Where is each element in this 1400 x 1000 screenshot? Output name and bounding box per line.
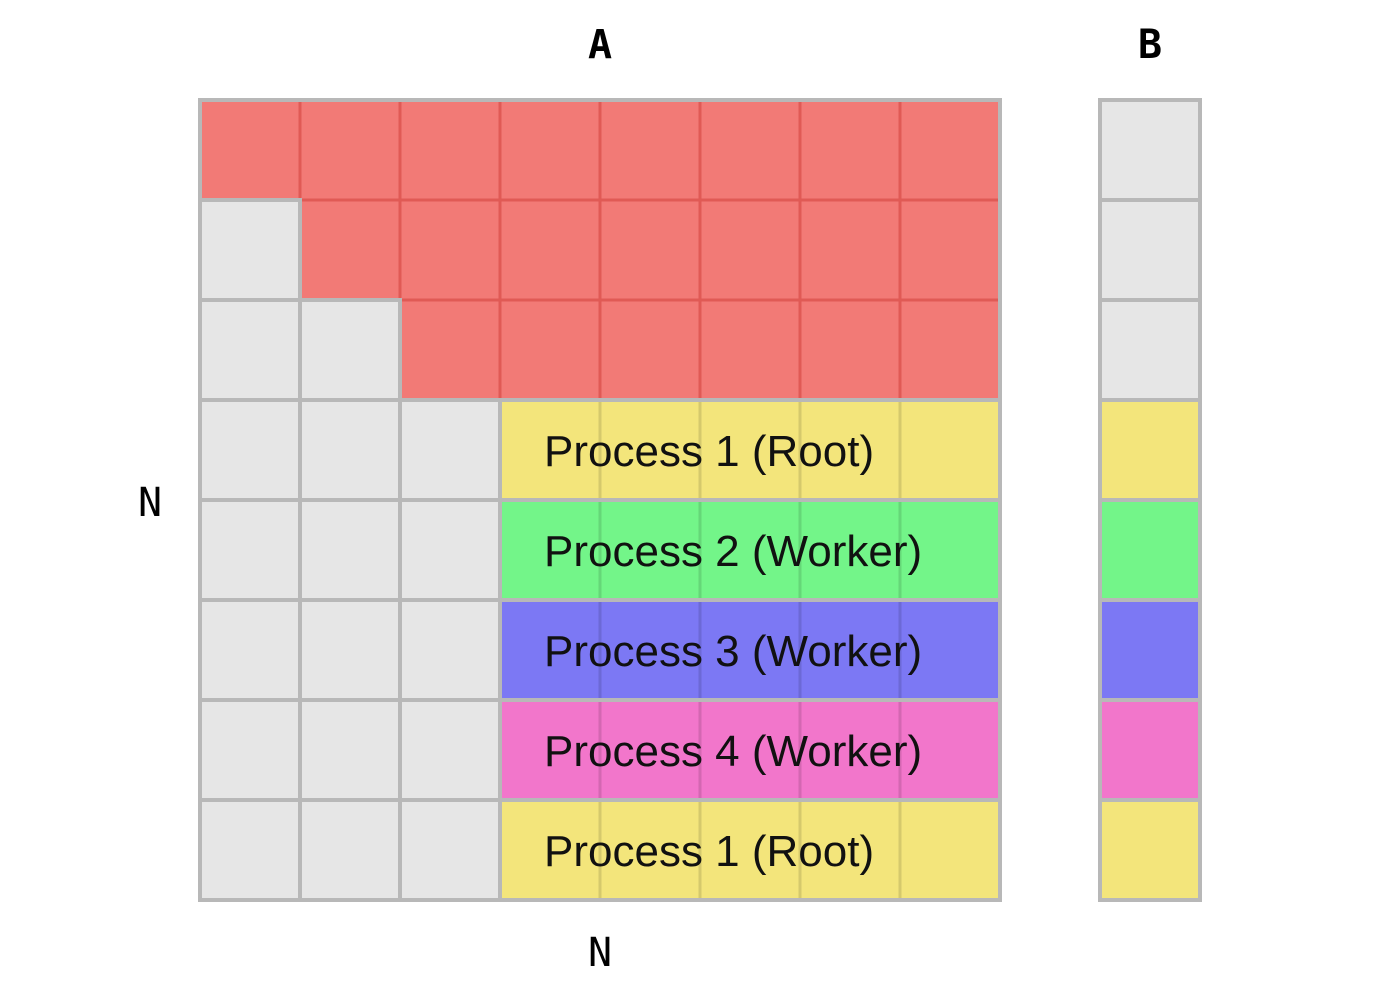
matrix-a-cell: [800, 300, 900, 400]
vector-b-cell: [1098, 398, 1202, 502]
matrix-a-cell: [300, 800, 400, 900]
matrix-a-cell: [900, 100, 1000, 200]
matrix-a-cell: [600, 200, 700, 300]
matrix-a-cell: [300, 200, 400, 300]
process-row-label: Process 1 (Root): [544, 827, 874, 876]
vector-b-cell: [1098, 798, 1202, 902]
matrix-a-cell: [600, 500, 700, 600]
matrix-a-cell: [300, 600, 400, 700]
matrix-a-cell: [800, 800, 900, 900]
process-row-label: Process 2 (Worker): [544, 527, 922, 576]
vector-b-cell: [1098, 698, 1202, 802]
matrix-a-cell: [200, 300, 300, 400]
matrix-a-cell: [200, 100, 300, 200]
matrix-a-cell: [600, 100, 700, 200]
rows-n-label: N: [138, 480, 162, 526]
matrix-a-cell: [600, 800, 700, 900]
matrix-a-cell: [200, 800, 300, 900]
matrix-a-cell: [600, 400, 700, 500]
matrix-a-cell: [700, 700, 800, 800]
matrix-a-cell: [800, 700, 900, 800]
matrix-a-title: A: [588, 22, 612, 68]
matrix-a-cell: [200, 400, 300, 500]
matrix-a-cell: [500, 100, 600, 200]
matrix-a-cell: [900, 200, 1000, 300]
matrix-a-cell: [700, 400, 800, 500]
matrix-a-outline: [198, 98, 1002, 902]
matrix-a-cell: [600, 700, 700, 800]
matrix-a-cell: [700, 300, 800, 400]
process-row-label: Process 4 (Worker): [544, 727, 922, 776]
matrix-a-cell: [300, 400, 400, 500]
matrix-a-cell: [500, 300, 600, 400]
matrix-a-cell: [800, 600, 900, 700]
matrix-a-cell: [700, 500, 800, 600]
matrix-a-cell: [400, 500, 500, 600]
matrix-a-cell: [400, 700, 500, 800]
matrix-a-cell: [800, 400, 900, 500]
matrix-a-cell: [200, 700, 300, 800]
matrix-a-cell: [200, 500, 300, 600]
matrix-a-cell: [400, 300, 500, 400]
matrix-a-cell: [500, 400, 600, 500]
vector-b-cell: [1098, 98, 1202, 202]
matrix-a-cell: [300, 500, 400, 600]
matrix-a-cell: [900, 400, 1000, 500]
matrix-a-cell: [500, 600, 600, 700]
matrix-a-cell: [900, 300, 1000, 400]
matrix-a-cell: [300, 300, 400, 400]
matrix-a-cell: [800, 500, 900, 600]
matrix-a-cell: [400, 100, 500, 200]
matrix-a-cell: [900, 700, 1000, 800]
process-labels: Process 1 (Root) Process 2 (Worker) Proces…: [544, 427, 922, 876]
matrix-a-cell: [300, 700, 400, 800]
matrix-a-cell: [600, 600, 700, 700]
vector-b-cell: [1098, 298, 1202, 402]
matrix-a-cell: [200, 600, 300, 700]
matrix-a-cell: [500, 500, 600, 600]
matrix-a-cell: [500, 700, 600, 800]
matrix-a-cell: [400, 400, 500, 500]
matrix-a-cell: [900, 500, 1000, 600]
matrix-a: [198, 98, 1002, 902]
matrix-a-cell: [700, 200, 800, 300]
matrix-a-cell: [900, 600, 1000, 700]
vector-b-title: B: [1138, 22, 1162, 68]
process-row-label: Process 1 (Root): [544, 427, 874, 476]
vector-b-cell: [1098, 598, 1202, 702]
upper-triangle-edge: [200, 198, 502, 500]
matrix-a-cell: [700, 100, 800, 200]
matrix-a-cell: [400, 800, 500, 900]
matrix-a-cell: [800, 100, 900, 200]
matrix-a-cell: [500, 200, 600, 300]
vector-b: [1098, 98, 1202, 902]
matrix-a-cell: [700, 600, 800, 700]
vector-b-cell: [1098, 198, 1202, 302]
process-row-label: Process 3 (Worker): [544, 627, 922, 676]
matrix-a-cell: [200, 200, 300, 300]
matrix-a-cell: [400, 200, 500, 300]
matrix-a-cell: [800, 200, 900, 300]
matrix-a-cell: [400, 600, 500, 700]
matrix-a-cell: [300, 100, 400, 200]
matrix-a-cell: [600, 300, 700, 400]
vector-b-cell: [1098, 498, 1202, 602]
matrix-a-cell: [700, 800, 800, 900]
cols-n-label: N: [588, 930, 612, 976]
matrix-a-cell: [900, 800, 1000, 900]
matrix-a-cell: [500, 800, 600, 900]
